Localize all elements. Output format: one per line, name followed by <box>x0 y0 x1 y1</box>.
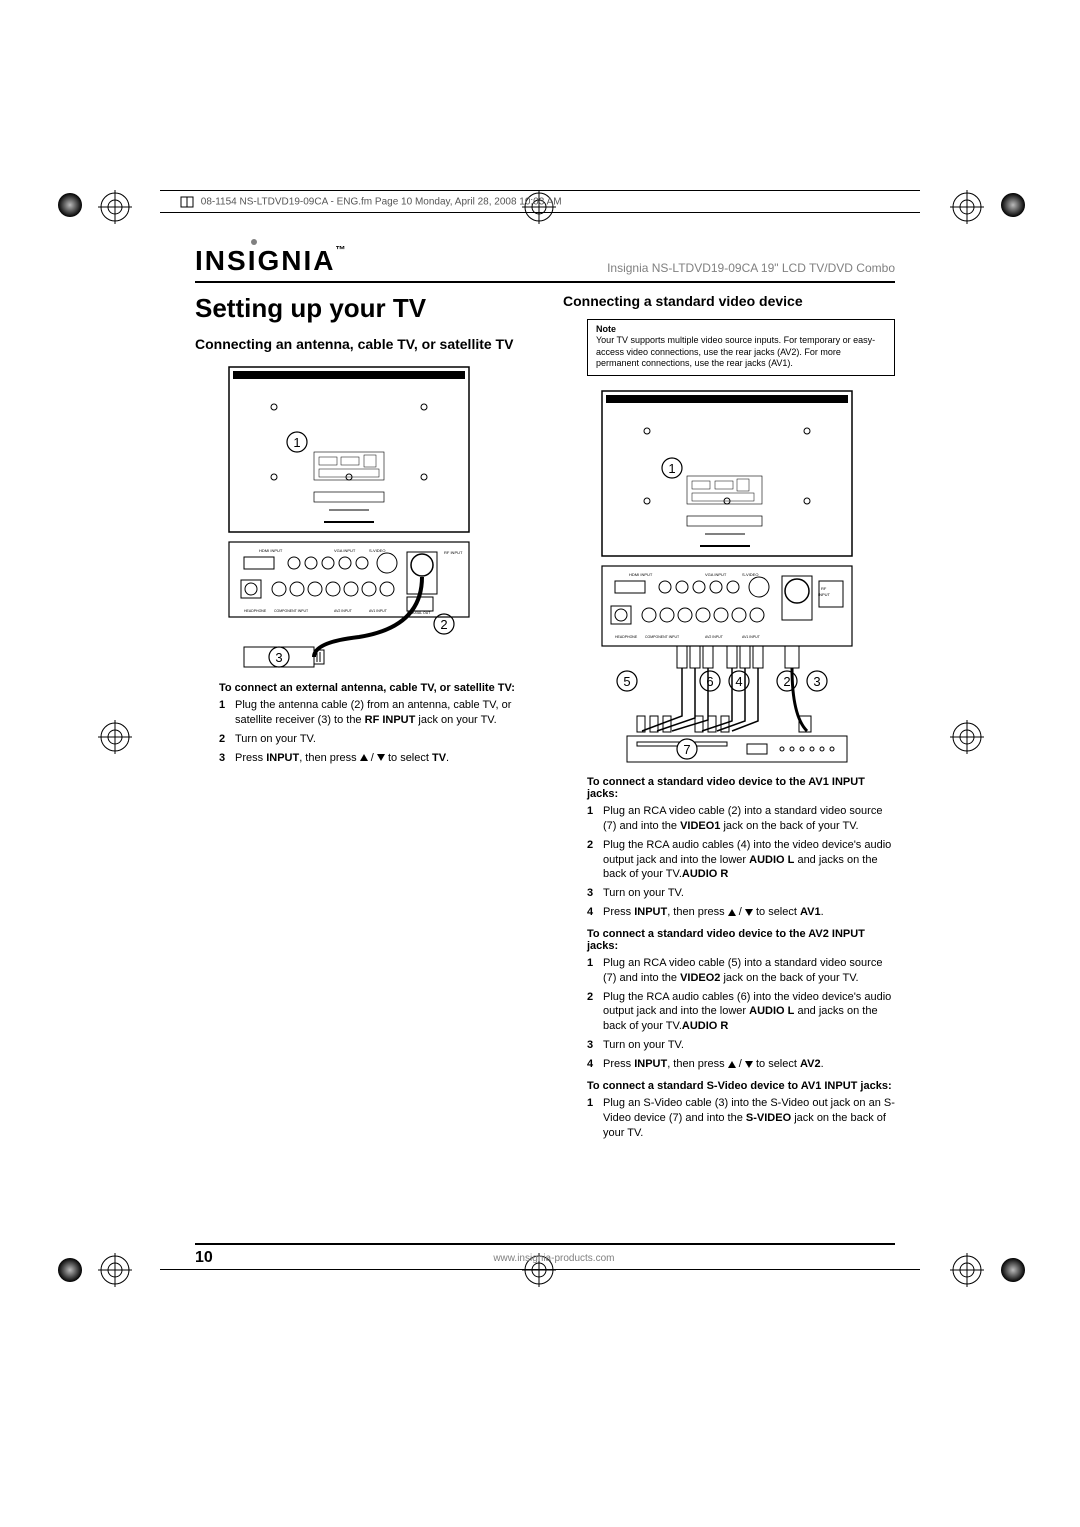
reg-mark-right-top <box>950 190 984 224</box>
step-item: 2Plug the RCA audio cables (6) into the … <box>587 990 895 1035</box>
crop-mark-bottom-right <box>998 1255 1028 1285</box>
svg-text:2: 2 <box>440 617 447 632</box>
step-item: 4Press INPUT, then press / to select AV1… <box>587 905 895 920</box>
note-label: Note <box>596 324 616 334</box>
svg-text:VGA INPUT: VGA INPUT <box>334 548 356 553</box>
page-content: INSIGNIA™ Insignia NS-LTDVD19-09CA 19" L… <box>195 245 895 1144</box>
crop-mark-bottom-left <box>55 1255 85 1285</box>
svg-text:COMPONENT INPUT: COMPONENT INPUT <box>645 635 680 639</box>
inner-header-rule <box>160 212 920 213</box>
step-item: 3Turn on your TV. <box>587 1038 895 1053</box>
step-item: 3Press INPUT, then press / to select TV. <box>219 751 527 766</box>
svg-text:S-VIDEO: S-VIDEO <box>742 572 758 577</box>
svg-text:S-VIDEO: S-VIDEO <box>369 548 385 553</box>
right-column: Connecting a standard video device Note … <box>563 293 895 1144</box>
step-item: 1Plug an RCA video cable (2) into a stan… <box>587 804 895 834</box>
svg-text:AV1 INPUT: AV1 INPUT <box>742 635 761 639</box>
crop-mark-top-right <box>998 190 1028 220</box>
svg-text:HDMI INPUT: HDMI INPUT <box>629 572 653 577</box>
svg-text:1: 1 <box>293 435 300 450</box>
step-item: 1Plug an RCA video cable (5) into a stan… <box>587 956 895 986</box>
svg-text:INPUT: INPUT <box>818 592 831 597</box>
step-item: 2Plug the RCA audio cables (4) into the … <box>587 838 895 883</box>
proc3-heading: To connect a standard S-Video device to … <box>587 1080 895 1092</box>
crop-mark-top-left <box>55 190 85 220</box>
svg-text:3: 3 <box>813 674 820 689</box>
left-procedure-heading: To connect an external antenna, cable TV… <box>219 682 527 694</box>
svg-text:COMPONENT INPUT: COMPONENT INPUT <box>274 609 309 613</box>
proc3-steps: 1Plug an S-Video cable (3) into the S-Vi… <box>587 1096 895 1141</box>
step-item: 2Turn on your TV. <box>219 732 527 747</box>
page-footer: 10 www.insignia-products.com <box>195 1243 895 1267</box>
reg-mark-right-mid <box>950 720 984 754</box>
left-column: Setting up your TV Connecting an antenna… <box>195 293 527 1144</box>
svg-text:HEADPHONE: HEADPHONE <box>244 609 267 613</box>
reg-mark-right-bot <box>950 1253 984 1287</box>
logo-underline <box>195 281 895 283</box>
step-item: 3Turn on your TV. <box>587 886 895 901</box>
brand-logo: INSIGNIA™ <box>195 245 347 277</box>
svg-text:3: 3 <box>275 650 282 665</box>
video-device-diagram: 1 HDMI INPUT VGA INPUT S-VIDEO <box>587 386 895 766</box>
svg-text:HDMI INPUT: HDMI INPUT <box>259 548 283 553</box>
antenna-diagram: 1 HDMI INPUT VGA INPUT S-VIDEO <box>219 362 527 672</box>
reg-mark-left-mid <box>98 720 132 754</box>
svg-text:4: 4 <box>735 674 742 689</box>
footer-url: www.insignia-products.com <box>493 1253 614 1264</box>
proc2-heading: To connect a standard video device to th… <box>587 928 895 952</box>
reg-mark-left-bot <box>98 1253 132 1287</box>
svg-text:VGA INPUT: VGA INPUT <box>705 572 727 577</box>
svg-text:7: 7 <box>683 742 690 757</box>
proc1-heading: To connect a standard video device to th… <box>587 776 895 800</box>
right-heading: Connecting a standard video device <box>563 293 895 309</box>
svg-text:HEADPHONE: HEADPHONE <box>615 635 638 639</box>
svg-text:1: 1 <box>668 461 675 476</box>
left-steps: 1Plug the antenna cable (2) from an ante… <box>219 698 527 765</box>
svg-text:RF: RF <box>821 586 827 591</box>
svg-text:5: 5 <box>623 674 630 689</box>
book-icon <box>180 195 194 209</box>
proc2-steps: 1Plug an RCA video cable (5) into a stan… <box>587 956 895 1072</box>
proc1-steps: 1Plug an RCA video cable (2) into a stan… <box>587 804 895 920</box>
left-heading: Connecting an antenna, cable TV, or sate… <box>195 336 527 352</box>
source-file-header: 08-1154 NS-LTDVD19-09CA - ENG.fm Page 10… <box>180 195 562 209</box>
svg-text:AV2 INPUT: AV2 INPUT <box>334 609 353 613</box>
step-item: 1Plug the antenna cable (2) from an ante… <box>219 698 527 728</box>
note-box: Note Your TV supports multiple video sou… <box>587 319 895 376</box>
note-text: Your TV supports multiple video source i… <box>596 335 875 368</box>
step-item: 1Plug an S-Video cable (3) into the S-Vi… <box>587 1096 895 1141</box>
svg-text:AV1 INPUT: AV1 INPUT <box>369 609 388 613</box>
svg-text:AV2 INPUT: AV2 INPUT <box>705 635 724 639</box>
svg-text:2: 2 <box>783 674 790 689</box>
page-number: 10 <box>195 1249 213 1267</box>
step-item: 4Press INPUT, then press / to select AV2… <box>587 1057 895 1072</box>
reg-mark-left-top <box>98 190 132 224</box>
page-title: Setting up your TV <box>195 293 527 324</box>
svg-text:RF INPUT: RF INPUT <box>444 550 463 555</box>
product-name: Insignia NS-LTDVD19-09CA 19" LCD TV/DVD … <box>607 261 895 277</box>
